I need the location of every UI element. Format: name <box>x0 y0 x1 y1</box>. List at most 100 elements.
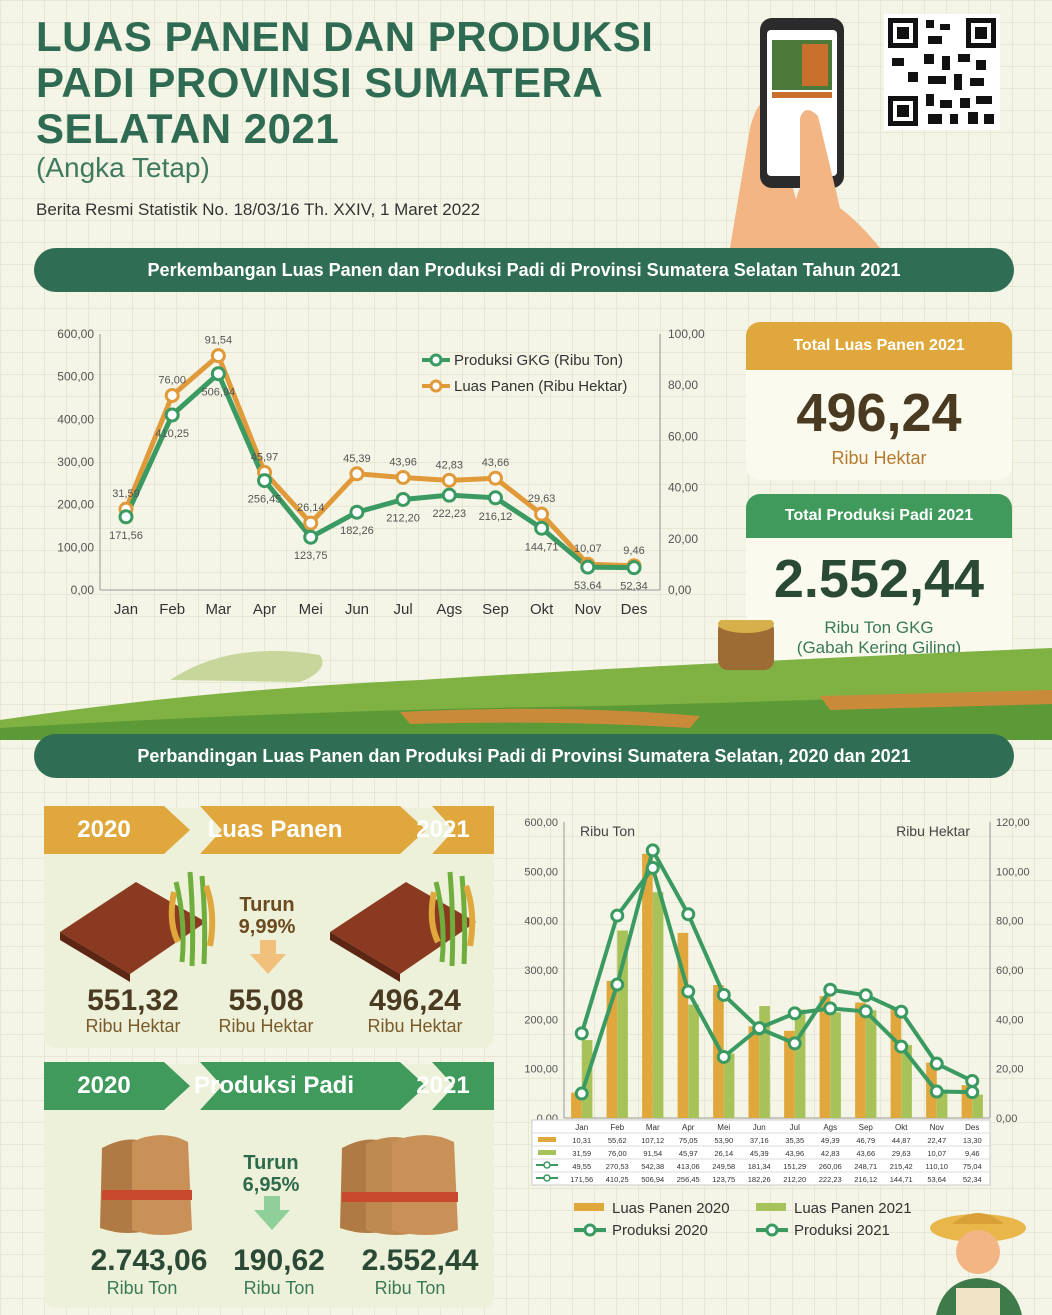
point-produksi-2020 <box>823 982 838 997</box>
table-cell: 13,30 <box>963 1136 982 1145</box>
prod-year-2020: 2020 <box>77 1072 131 1099</box>
bar-luas-panen-2021 <box>617 930 628 1118</box>
y-right-tick-label: 0,00 <box>668 583 692 597</box>
area-label: Luas Panen <box>207 816 343 843</box>
point-produksi <box>257 473 273 489</box>
prod-change-unit: Ribu Ton <box>243 1278 315 1298</box>
kpi-prod-card: 2.552,44 Ribu Ton GKG (Gabah Kering Gili… <box>746 538 1012 672</box>
farmer-illustration <box>930 1213 1026 1315</box>
point-produksi <box>164 407 180 423</box>
area-2021-unit: Ribu Hektar <box>367 1016 463 1036</box>
y-right-tick-label: 80,00 <box>668 378 698 392</box>
bar-luas-panen-2021 <box>723 1053 735 1118</box>
kpi-prod-unit: Ribu Ton GKG <box>824 618 934 637</box>
point-luas-panen <box>164 387 180 403</box>
point-produksi <box>580 559 596 575</box>
point-produksi <box>487 490 503 506</box>
y-right-tick-label: 40,00 <box>996 1014 1024 1026</box>
table-cell: 22,47 <box>927 1136 946 1145</box>
data-label-luas-panen: 43,66 <box>482 457 510 469</box>
point-produksi-2020 <box>858 988 873 1003</box>
table-row-swatch <box>538 1150 556 1155</box>
y-right-tick-label: 100,00 <box>668 327 705 341</box>
table-cell: 46,79 <box>856 1136 875 1145</box>
table-row-swatch-marker <box>543 1174 551 1182</box>
data-label-luas-panen: 91,54 <box>205 335 233 347</box>
point-luas-panen <box>210 348 226 364</box>
x-tick-label: Mei <box>299 601 323 618</box>
legend-label: Produksi GKG (Ribu Ton) <box>454 352 623 369</box>
bar-luas-panen-2020 <box>819 996 831 1118</box>
point-luas-panen <box>534 506 550 522</box>
point-produksi-2021 <box>929 1084 944 1099</box>
rice-sacks-2020 <box>100 1135 192 1235</box>
data-label-luas-panen: 43,96 <box>389 456 417 468</box>
bar-luas-panen-2021 <box>830 1012 841 1118</box>
point-produksi-2020 <box>610 977 625 992</box>
table-cell: 212,20 <box>783 1175 806 1184</box>
table-cell: 10,31 <box>572 1136 591 1145</box>
table-cell: 248,71 <box>854 1162 877 1171</box>
kpi-prod-value: 2.552,44 <box>773 549 985 609</box>
down-arrow-icon <box>250 940 286 974</box>
y-left-tick-label: 300,00 <box>57 455 94 469</box>
table-cell: 123,75 <box>712 1175 735 1184</box>
x-tick-label: Jan <box>114 601 138 618</box>
data-label-produksi: 410,25 <box>155 428 189 440</box>
table-cell: 270,53 <box>606 1162 629 1171</box>
legend-swatch-marker <box>765 1223 779 1237</box>
data-label-produksi: 212,20 <box>386 512 420 524</box>
section2-banner: Perbandingan Luas Panen dan Produksi Pad… <box>34 734 1014 778</box>
qr-code[interactable] <box>884 14 1000 130</box>
page-title-line-2: PADI PROVINSI SUMATERA <box>36 59 604 106</box>
table-cell: 44,87 <box>892 1136 911 1145</box>
kpi-area-value: 496,24 <box>796 383 962 443</box>
point-produksi-2021 <box>894 1039 909 1054</box>
bar-luas-panen-2021 <box>652 892 664 1118</box>
bar-luas-panen-2020 <box>748 1026 760 1118</box>
bar-luas-panen-2020 <box>571 1092 582 1118</box>
monthly-line-chart: 0,00 100,00 200,00 300,00 400,00 500,00 600,00… <box>57 327 705 618</box>
table-cell: 171,56 <box>570 1175 593 1184</box>
point-produksi-2021 <box>645 860 660 875</box>
point-produksi-2020 <box>929 1056 944 1071</box>
x-tick-label: Sep <box>482 601 509 618</box>
area-trend-pct: 9,99% <box>238 916 296 938</box>
legend-swatch-marker <box>583 1223 597 1237</box>
table-header-cell: Ags <box>823 1123 837 1132</box>
table-cell: 29,63 <box>892 1149 911 1158</box>
y-right-tick-label: 40,00 <box>668 481 698 495</box>
prod-chevron-strip <box>44 1062 494 1110</box>
rice-sacks-2021 <box>340 1135 458 1235</box>
table-cell: 181,34 <box>748 1162 771 1171</box>
legend-swatch-bar <box>574 1203 604 1211</box>
y-left-tick-label: 100,00 <box>524 1064 558 1076</box>
table-cell: 151,29 <box>783 1162 806 1171</box>
table-cell: 26,14 <box>714 1149 733 1158</box>
point-luas-panen <box>441 472 457 488</box>
point-produksi-2021 <box>610 908 625 923</box>
data-label-produksi: 222,23 <box>432 508 466 520</box>
y-left-tick-label: 200,00 <box>57 498 94 512</box>
data-label-luas-panen: 42,83 <box>436 459 464 471</box>
table-cell: 410,25 <box>606 1175 629 1184</box>
x-tick-label: Apr <box>253 601 276 618</box>
point-luas-panen <box>395 469 411 485</box>
legend-label: Luas Panen (Ribu Hektar) <box>454 378 627 395</box>
point-produksi-2021 <box>574 1026 589 1041</box>
prod-trend-word: Turun <box>243 1152 299 1174</box>
series-line-produksi <box>123 369 635 571</box>
data-label-produksi: 52,34 <box>620 581 648 593</box>
table-cell: 144,71 <box>890 1175 913 1184</box>
y-right-axis-title: Ribu Hektar <box>896 823 970 839</box>
y-left-tick-label: 200,00 <box>524 1014 558 1026</box>
legend-label: Produksi 2020 <box>612 1222 708 1239</box>
point-produksi-2020 <box>894 1004 909 1019</box>
table-cell: 49,55 <box>572 1162 591 1171</box>
point-produksi-2020 <box>716 987 731 1002</box>
point-produksi-2021 <box>858 1004 873 1019</box>
kpi-prod-unit-note: (Gabah Kering Giling) <box>796 638 962 657</box>
x-tick-label: Mar <box>205 601 231 618</box>
x-tick-label: Des <box>621 601 648 618</box>
table-cell: 43,66 <box>856 1149 875 1158</box>
